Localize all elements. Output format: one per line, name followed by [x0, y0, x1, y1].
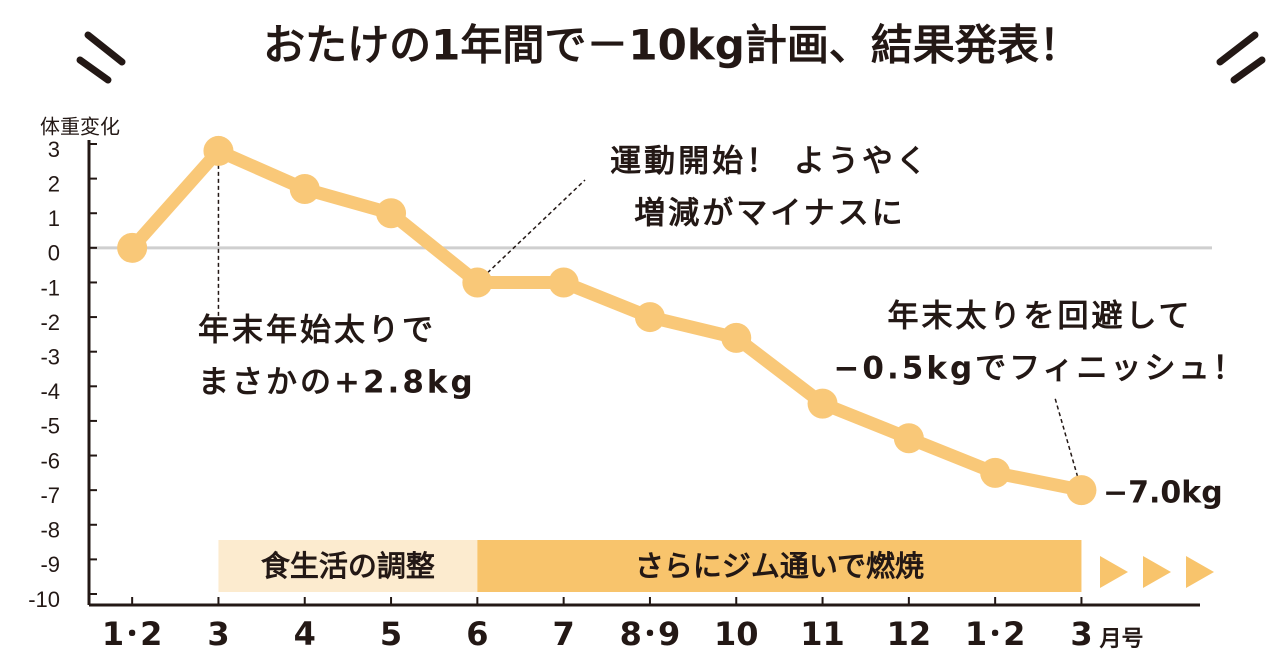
data-point — [376, 198, 407, 229]
annotation: 運動開始！ ようやく — [610, 144, 930, 180]
y-tick-label: -3 — [40, 345, 60, 370]
y-tick-label: -2 — [40, 310, 60, 335]
y-tick-label: -4 — [40, 379, 60, 404]
y-tick-label: -9 — [40, 552, 60, 577]
y-tick-label: 0 — [48, 241, 60, 266]
x-tick-label: 4 — [294, 615, 316, 653]
data-point — [980, 457, 1011, 488]
x-tick-label: 1･2 — [102, 615, 163, 653]
x-tick-label: 10 — [714, 615, 759, 653]
title-decoration — [76, 31, 1266, 84]
leader-line — [476, 179, 586, 284]
y-tick-label: -10 — [28, 587, 60, 612]
phase-label: 食生活の調整 — [261, 549, 435, 583]
x-tick-label: 3 — [207, 615, 229, 653]
phase-band — [218, 540, 478, 592]
data-point — [462, 267, 493, 298]
x-tick-label: 11 — [800, 615, 845, 653]
data-point — [634, 302, 665, 333]
phase-band — [477, 540, 1082, 592]
data-point — [807, 388, 838, 419]
y-tick-label: -1 — [40, 275, 60, 300]
phase-label: さらにジム通いで燃焼 — [635, 549, 924, 583]
x-tick-label: 12 — [887, 615, 932, 653]
y-tick-label: -8 — [40, 518, 60, 543]
arrow-decoration — [1186, 556, 1214, 588]
y-tick-label: -7 — [40, 483, 60, 508]
y-tick-label: 2 — [48, 171, 60, 196]
annotation: 年末年始太りで — [198, 313, 436, 349]
data-point — [117, 232, 148, 263]
x-tick-label: 6 — [466, 615, 488, 653]
y-tick-label: -6 — [40, 448, 60, 473]
y-tick-label: 3 — [48, 137, 60, 162]
data-point — [1066, 475, 1097, 506]
annotation: 増減がマイナスに — [634, 196, 905, 232]
data-point — [289, 174, 320, 204]
y-axis-label: 体重変化 — [40, 115, 120, 139]
x-tick-label: 7 — [553, 615, 575, 653]
x-unit: 月号 — [1098, 627, 1143, 652]
y-tick-label: 1 — [48, 206, 60, 231]
annotation: まさかの+2.8kg — [198, 365, 476, 401]
data-point — [893, 423, 924, 454]
leader-line — [1054, 397, 1083, 491]
x-tick-label: 5 — [380, 615, 402, 653]
x-tick-label: 3 — [1070, 615, 1092, 653]
data-point — [203, 135, 234, 166]
data-line — [127, 144, 1083, 497]
arrow-decoration — [1143, 556, 1171, 588]
data-point — [548, 267, 579, 298]
x-tick-label: 1･2 — [965, 615, 1026, 653]
y-tick-label: -5 — [40, 414, 60, 439]
end-label: −7.0kg — [1103, 476, 1223, 511]
chart-title: おたけの1年間で－10kg計画、結果発表！ — [263, 21, 1081, 70]
arrow-decoration — [1100, 556, 1128, 588]
data-point — [721, 322, 752, 353]
x-tick-label: 8･9 — [620, 615, 681, 653]
annotation: −0.5kgでフィニッシュ！ — [833, 351, 1246, 387]
annotation: 年末太りを回避して — [887, 299, 1192, 335]
